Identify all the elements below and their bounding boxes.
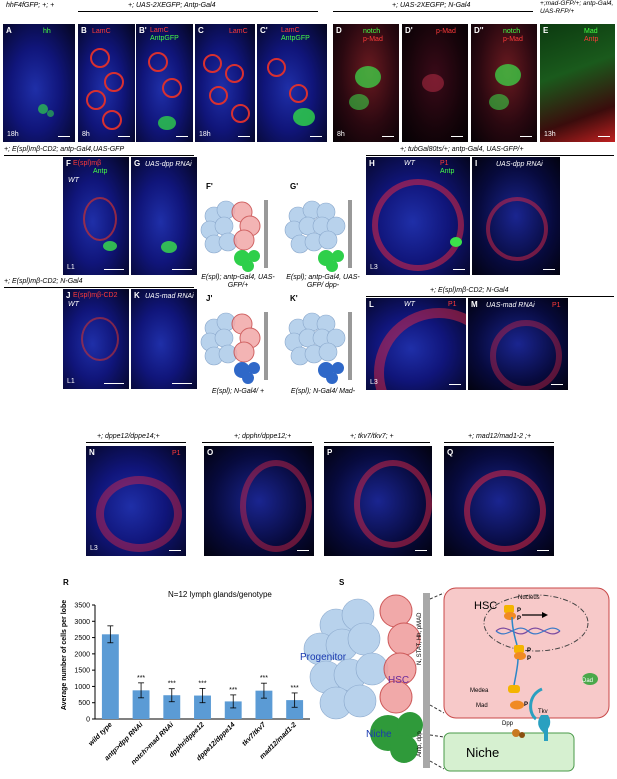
progenitor-label: Progenitor xyxy=(300,652,347,663)
panel-b: B LamC 8h xyxy=(78,24,135,142)
panel-d-double-prime: D'' notch p-Mad xyxy=(471,24,537,142)
panel-n: N P1 L3 xyxy=(86,446,186,556)
niche-box xyxy=(443,732,575,772)
panel-r-letter: R xyxy=(63,578,69,587)
bar xyxy=(286,700,304,719)
panel-d: D notch p-Mad 8h xyxy=(333,24,399,142)
genotype-d: +; UAS-2XEGFP; N-Gal4 xyxy=(392,2,471,9)
bar xyxy=(132,690,150,719)
y-tick-label: 0 xyxy=(86,717,90,724)
genotype-lm: +; E(spl)mβ-CD2; N-Gal4 xyxy=(430,287,509,294)
panel-i: I UAS-dpp RNAi xyxy=(472,157,560,275)
y-tick-label: 3000 xyxy=(74,619,90,626)
hsc-box-title: HSC xyxy=(474,600,497,612)
x-tick-label: wild type xyxy=(88,721,114,747)
stack-top-label: N, STAT, Hh, pMAD xyxy=(417,612,423,665)
schematic-k-prime: K' E(spl); N-Gal4/ Mad- xyxy=(282,294,364,404)
y-axis-label: Average number of cells per lobe xyxy=(61,600,68,710)
niche-label: Niche xyxy=(366,729,392,740)
panel-f: F E(spl)mβ Antp WT L1 xyxy=(63,157,129,275)
significance-label: *** xyxy=(260,675,268,682)
panel-s-letter: S xyxy=(339,578,345,587)
genotype-p: +; tkv7/tkv7; + xyxy=(350,433,394,440)
genotype-jk: +; E(spl)mβ-CD2; N-Gal4 xyxy=(4,278,83,285)
mad-label: Mad xyxy=(476,703,488,709)
y-tick-label: 1000 xyxy=(74,684,90,691)
panel-b-prime: B' LamC AntpGFP xyxy=(136,24,193,142)
y-tick-label: 500 xyxy=(78,700,90,707)
bar xyxy=(224,701,242,719)
genotype-a: hhF4fGFP; +; + xyxy=(6,2,55,9)
panel-e: E Mad Antp 13h xyxy=(540,24,615,142)
bar xyxy=(101,634,119,719)
nucleus-label: Nucleus xyxy=(518,595,540,601)
bar xyxy=(194,695,211,719)
tkv-label: Tkv xyxy=(538,709,548,715)
y-tick-label: 1500 xyxy=(74,668,90,675)
svg-text:P: P xyxy=(524,702,528,708)
svg-text:P: P xyxy=(527,656,531,662)
panel-g: G UAS-dpp RNAi xyxy=(131,157,197,275)
niche-box-title: Niche xyxy=(466,745,499,760)
panel-m: M UAS-mad RNAi P1 xyxy=(468,298,568,390)
schematic-f-prime: F' E(spl); antp-Gal4, UAS-GFP/+ xyxy=(200,182,275,289)
genotype-hi: +; tubGal80ts/+; antp-Gal4, UAS-GFP/+ xyxy=(400,146,524,153)
significance-label: *** xyxy=(168,681,176,688)
significance-label: *** xyxy=(229,687,237,694)
schematic-j-prime: J' E(spl); N-Gal4/ + xyxy=(198,294,278,404)
svg-text:P: P xyxy=(517,608,521,614)
significance-label: *** xyxy=(291,685,299,692)
x-tick-label: tkv7/tkv7 xyxy=(241,721,268,748)
panel-j: J E(spl)mβ-CD2 WT L1 xyxy=(63,289,129,389)
genotype-fg: +; E(spl)mβ-CD2; antp-Gal4,UAS-GFP xyxy=(4,146,125,153)
genotype-bc: +; UAS-2XEGFP; Antp-Gal4 xyxy=(128,2,216,9)
panel-c-prime: C' LamC AntpGFP xyxy=(257,24,327,142)
panel-o: O xyxy=(204,446,314,556)
panel-l: L WT P1 L3 xyxy=(366,298,466,390)
panel-d-prime: D' p-Mad xyxy=(402,24,468,142)
medea-label: Medea xyxy=(470,688,489,694)
panel-a: A hh 18h xyxy=(3,24,75,142)
panel-r-note: N=12 lymph glands/genotype xyxy=(168,590,272,599)
panel-q: Q xyxy=(444,446,554,556)
y-tick-label: 2500 xyxy=(74,635,90,642)
svg-text:P: P xyxy=(527,648,531,654)
bar xyxy=(163,695,181,719)
panel-c: C LamC 18h xyxy=(195,24,255,142)
genotype-n: +; dppe12/dppe14;+ xyxy=(97,433,160,440)
hsc-box xyxy=(443,587,610,719)
signalling-schematic: HSC Nucleus P P P P P Medea Mad Tkv Dpp … xyxy=(300,587,610,772)
genotype-e: +;mad-GFP/+; antp-Gal4, UAS-RFP/+ xyxy=(540,0,614,15)
genotype-o: +; dpphr/dppe12;+ xyxy=(234,433,292,440)
bar xyxy=(255,690,273,719)
schematic-g-prime: G' E(spl); antp-Gal4, UAS-GFP/ dpp- xyxy=(284,182,360,289)
genotype-q: +; mad12/mad1-2 ;+ xyxy=(468,433,532,440)
svg-text:P: P xyxy=(517,616,521,622)
panel-k: K UAS-mad RNAi xyxy=(131,289,197,389)
significance-label: *** xyxy=(137,675,145,682)
hsc-label: HSC xyxy=(388,675,409,686)
dad-label: Dad xyxy=(582,678,593,684)
y-tick-label: 2000 xyxy=(74,651,90,658)
significance-label: *** xyxy=(198,680,206,687)
dpp-label: Dpp xyxy=(502,721,514,727)
bar-chart: 0 500 1000 1500 2000 2500 3000 3500 wild type **… xyxy=(61,600,310,766)
panel-p: P xyxy=(324,446,432,556)
panel-h: H WT P1 Antp L3 xyxy=(366,157,470,275)
stack-bottom-label: Antp, dpp xyxy=(417,731,423,757)
y-tick-label: 3500 xyxy=(74,603,90,610)
